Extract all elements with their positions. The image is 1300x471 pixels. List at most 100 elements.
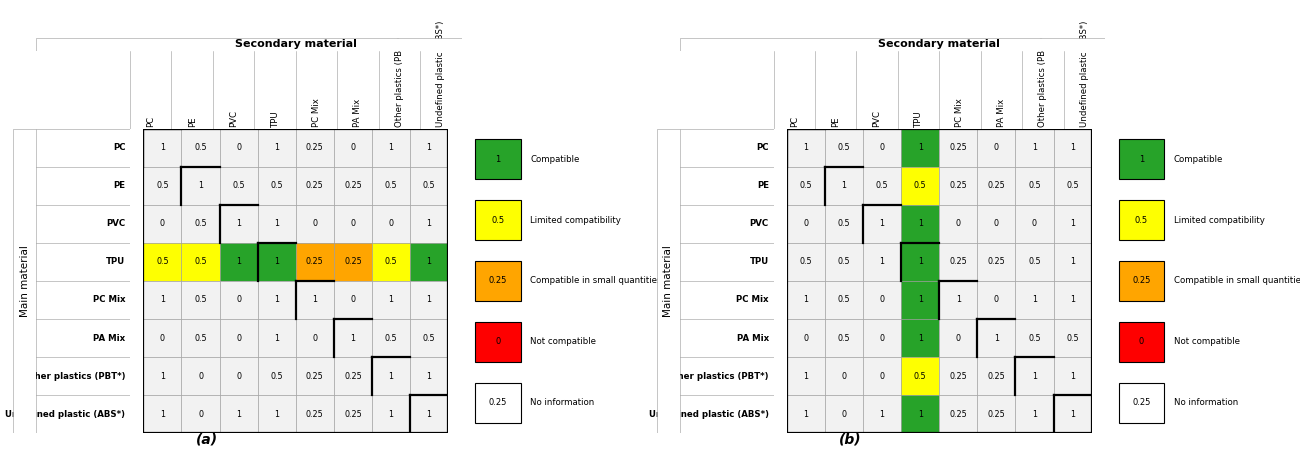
Text: (b): (b) — [838, 432, 862, 447]
Bar — [220, 167, 257, 205]
Text: 0.5: 0.5 — [422, 181, 436, 190]
Text: 1: 1 — [918, 143, 923, 152]
Text: 1: 1 — [918, 333, 923, 342]
Bar — [220, 319, 257, 357]
Text: 0.25: 0.25 — [988, 410, 1005, 419]
Text: 1: 1 — [1139, 154, 1144, 163]
Bar — [1053, 281, 1092, 319]
Text: 0.25: 0.25 — [344, 181, 361, 190]
Bar — [474, 383, 520, 422]
Text: 0.25: 0.25 — [489, 398, 507, 407]
Bar — [334, 167, 372, 205]
Bar — [978, 129, 1015, 167]
Bar — [372, 395, 410, 433]
Bar — [786, 357, 826, 395]
Text: PC Mix: PC Mix — [736, 295, 768, 304]
Bar — [863, 129, 901, 167]
Bar — [786, 243, 826, 281]
Bar — [939, 129, 978, 167]
Text: Undefined plastic (ABS*): Undefined plastic (ABS*) — [1080, 21, 1089, 127]
Text: 1: 1 — [426, 372, 432, 381]
Bar — [1015, 281, 1053, 319]
Bar — [786, 129, 826, 167]
Text: 1: 1 — [880, 410, 884, 419]
Bar — [939, 281, 978, 319]
Text: 0.5: 0.5 — [233, 181, 244, 190]
Bar — [334, 357, 372, 395]
Text: 1: 1 — [160, 143, 165, 152]
Bar — [410, 129, 448, 167]
Text: PC: PC — [789, 116, 798, 127]
Bar — [901, 205, 939, 243]
Bar — [410, 205, 448, 243]
Bar — [334, 395, 372, 433]
Text: 1: 1 — [237, 410, 240, 419]
Text: 1: 1 — [1032, 410, 1037, 419]
Bar — [786, 205, 826, 243]
Bar — [863, 357, 901, 395]
Text: 0.5: 0.5 — [194, 219, 207, 228]
Text: 0: 0 — [351, 143, 355, 152]
Bar — [826, 319, 863, 357]
Bar — [1015, 129, 1053, 167]
Text: 0.25: 0.25 — [1132, 398, 1150, 407]
Text: 0.25: 0.25 — [949, 143, 967, 152]
Text: Other plastics (PBT*): Other plastics (PBT*) — [1039, 37, 1048, 127]
Text: 0.25: 0.25 — [949, 181, 967, 190]
Bar — [1053, 243, 1092, 281]
Text: 1: 1 — [803, 372, 809, 381]
Text: 0.5: 0.5 — [422, 333, 436, 342]
Text: 0.5: 0.5 — [194, 258, 207, 267]
Text: 0: 0 — [351, 219, 355, 228]
Bar — [372, 167, 410, 205]
Text: 0.25: 0.25 — [306, 410, 324, 419]
Bar — [220, 395, 257, 433]
Text: 1: 1 — [312, 295, 317, 304]
Text: 1: 1 — [160, 410, 165, 419]
Text: 0.25: 0.25 — [306, 143, 324, 152]
Bar — [939, 395, 978, 433]
Text: PE: PE — [757, 181, 768, 190]
Bar — [334, 281, 372, 319]
Text: 1: 1 — [918, 410, 923, 419]
Text: 1: 1 — [1070, 295, 1075, 304]
Text: 0.5: 0.5 — [385, 333, 398, 342]
Bar — [143, 281, 182, 319]
Bar — [410, 395, 448, 433]
Text: 0: 0 — [880, 372, 884, 381]
Bar — [786, 395, 826, 433]
Text: 0.25: 0.25 — [306, 372, 324, 381]
Text: No information: No information — [530, 398, 594, 407]
Text: 1: 1 — [389, 143, 394, 152]
Text: 0: 0 — [880, 143, 884, 152]
Text: 0.5: 0.5 — [876, 181, 888, 190]
Text: 0: 0 — [160, 333, 165, 342]
Bar — [182, 395, 220, 433]
Text: Secondary material: Secondary material — [235, 39, 356, 49]
Text: 1: 1 — [803, 410, 809, 419]
Text: 0.5: 0.5 — [385, 258, 398, 267]
Bar — [182, 319, 220, 357]
Bar — [901, 395, 939, 433]
Bar — [257, 167, 295, 205]
Text: 0.25: 0.25 — [988, 372, 1005, 381]
Bar — [295, 205, 334, 243]
Text: 1: 1 — [918, 219, 923, 228]
Bar — [143, 319, 182, 357]
Bar — [1118, 200, 1164, 240]
Text: Compatible: Compatible — [1174, 154, 1223, 163]
Text: PE: PE — [187, 116, 196, 127]
Bar — [143, 167, 182, 205]
Bar — [1118, 261, 1164, 301]
Text: 1: 1 — [426, 295, 432, 304]
Bar — [410, 243, 448, 281]
Text: 0.25: 0.25 — [489, 276, 507, 285]
Bar — [143, 357, 182, 395]
Bar — [372, 319, 410, 357]
Bar — [826, 243, 863, 281]
Bar — [939, 243, 978, 281]
Text: 0.5: 0.5 — [800, 258, 812, 267]
Bar — [220, 281, 257, 319]
Bar — [143, 129, 182, 167]
Text: 0: 0 — [994, 295, 998, 304]
